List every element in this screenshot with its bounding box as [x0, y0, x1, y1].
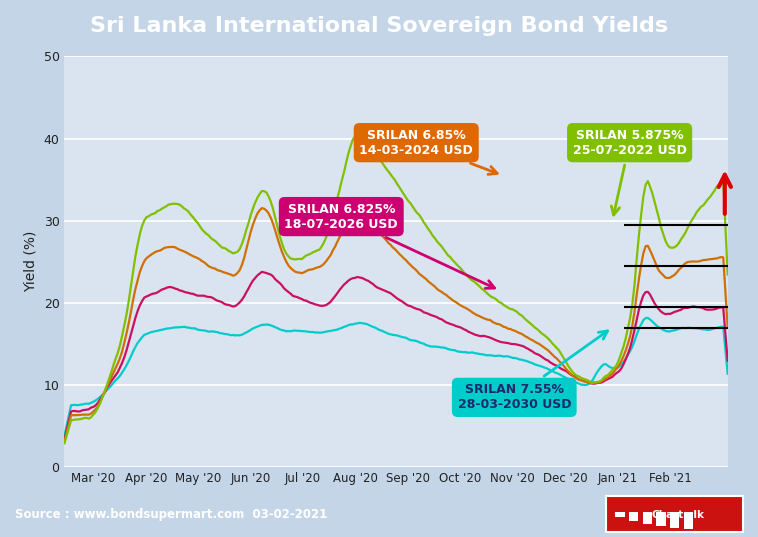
- Text: SRILAN 6.825%
18-07-2026 USD: SRILAN 6.825% 18-07-2026 USD: [284, 202, 494, 288]
- FancyBboxPatch shape: [684, 512, 693, 529]
- Text: Charts.lk: Charts.lk: [652, 510, 705, 520]
- Text: SRILAN 7.55%
28-03-2030 USD: SRILAN 7.55% 28-03-2030 USD: [458, 331, 608, 411]
- Y-axis label: Yield (%): Yield (%): [24, 231, 38, 293]
- Text: Source : www.bondsupermart.com  03-02-2021: Source : www.bondsupermart.com 03-02-202…: [15, 507, 327, 521]
- FancyBboxPatch shape: [643, 512, 652, 524]
- FancyBboxPatch shape: [629, 512, 638, 521]
- FancyBboxPatch shape: [615, 512, 625, 517]
- FancyBboxPatch shape: [670, 512, 679, 528]
- FancyBboxPatch shape: [656, 512, 666, 526]
- FancyBboxPatch shape: [606, 496, 743, 533]
- Text: SRILAN 6.85%
14-03-2024 USD: SRILAN 6.85% 14-03-2024 USD: [359, 129, 497, 175]
- Text: SRILAN 5.875%
25-07-2022 USD: SRILAN 5.875% 25-07-2022 USD: [573, 129, 687, 215]
- Text: Sri Lanka International Sovereign Bond Yields: Sri Lanka International Sovereign Bond Y…: [90, 16, 668, 35]
